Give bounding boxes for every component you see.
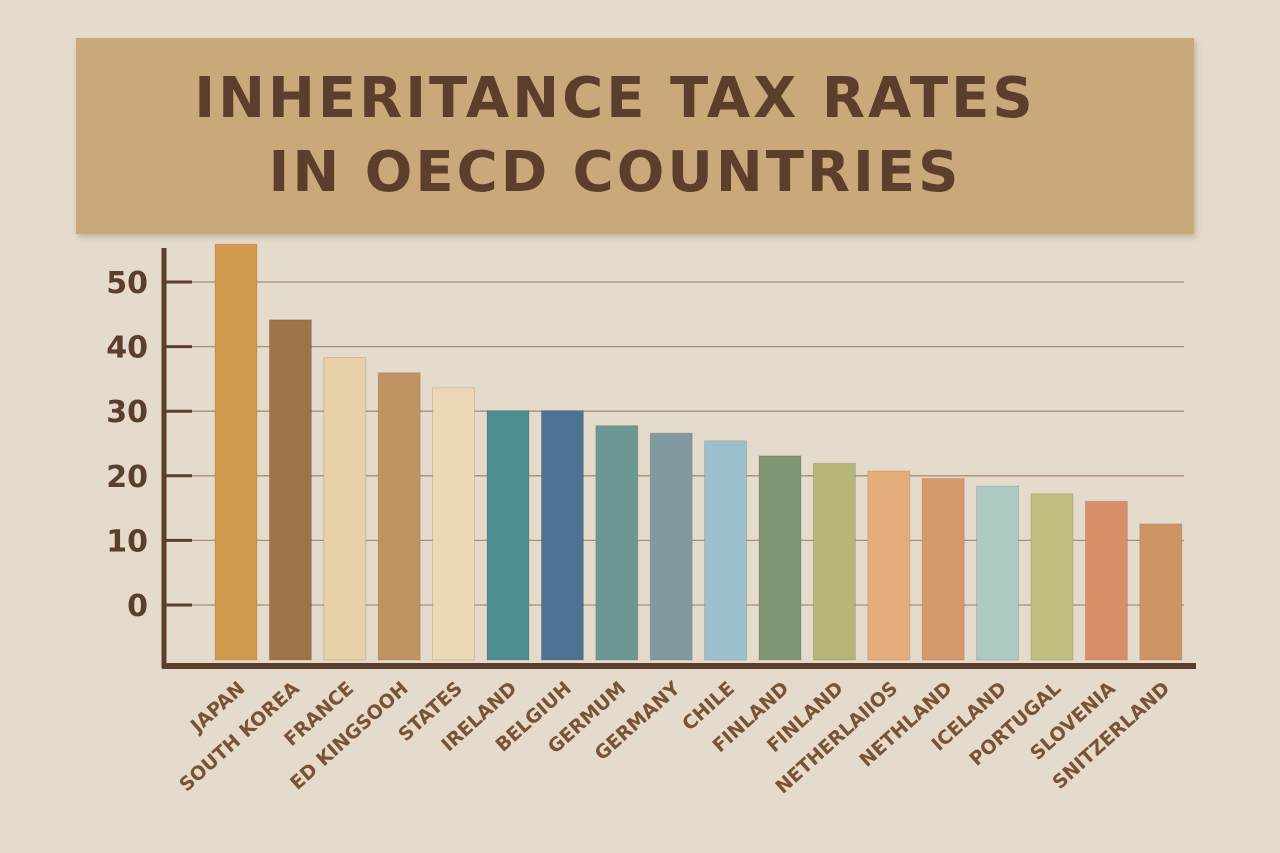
- y-tick-label: 0: [127, 589, 148, 624]
- bar-3: [377, 372, 421, 661]
- y-tick-label: 40: [106, 331, 148, 366]
- bar-6: [540, 410, 584, 661]
- y-tick-label: 30: [106, 395, 148, 430]
- y-tick-label: 50: [106, 266, 148, 301]
- bar-2: [323, 357, 367, 661]
- bar-11: [812, 462, 856, 661]
- y-tick-label: 10: [106, 524, 148, 559]
- chart-title-line-2: IN OECD COUNTRIES: [268, 140, 962, 205]
- bar-8: [649, 432, 693, 661]
- title-banner: INHERITANCE TAX RATES IN OECD COUNTRIES: [76, 38, 1194, 234]
- y-tick-label: 20: [106, 460, 148, 495]
- bar-10: [758, 455, 802, 661]
- chart-title-line-1: INHERITANCE TAX RATES: [194, 66, 1036, 131]
- bar-5: [486, 410, 530, 661]
- bar-9: [704, 440, 748, 661]
- bar-7: [595, 425, 639, 661]
- y-axis-ticks: 50 40 30 20 10 0: [106, 266, 192, 624]
- bar-17: [1139, 523, 1183, 661]
- bar-16: [1084, 500, 1128, 661]
- bar-15: [1030, 493, 1074, 661]
- bar-12: [867, 470, 911, 661]
- bar-14: [976, 485, 1020, 661]
- bar-13: [921, 478, 965, 661]
- bar-4: [432, 387, 476, 661]
- bar-0: [214, 243, 258, 661]
- bars: [214, 243, 1183, 661]
- bar-1: [268, 319, 312, 661]
